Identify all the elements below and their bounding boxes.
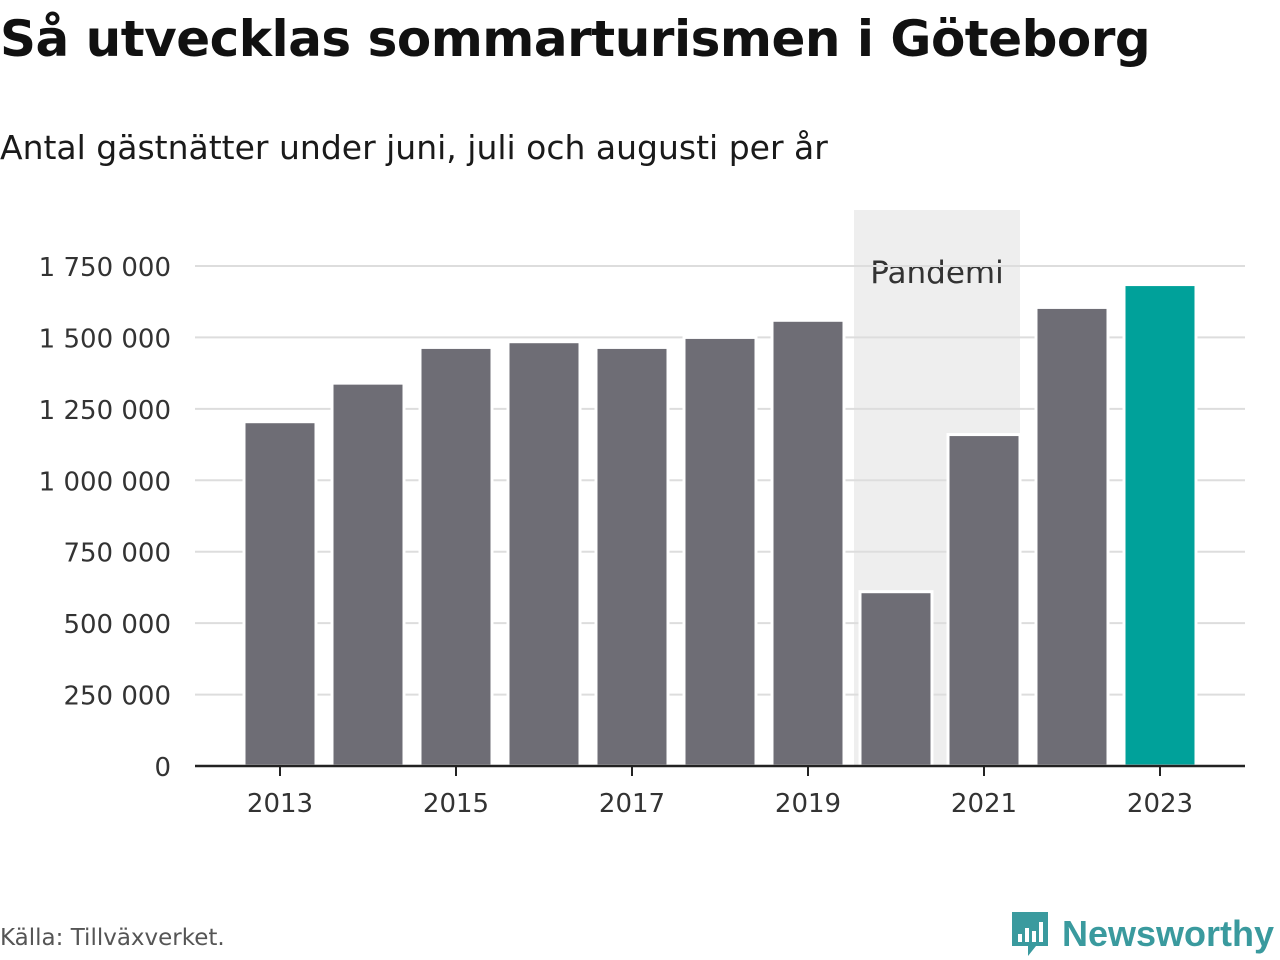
bar-2013 bbox=[242, 420, 318, 768]
chart-subtitle: Antal gästnätter under juni, juli och au… bbox=[0, 128, 828, 167]
y-tick-label: 1 250 000 bbox=[39, 396, 171, 426]
bar-2020 bbox=[858, 590, 934, 768]
x-tick-label: 2013 bbox=[247, 789, 313, 819]
bar-2022 bbox=[1034, 305, 1110, 768]
y-tick-label: 1 000 000 bbox=[39, 467, 171, 497]
x-tick-label: 2017 bbox=[599, 789, 665, 819]
y-tick-label: 1 500 000 bbox=[39, 324, 171, 354]
bar-chart-speech-bubble-icon bbox=[1011, 912, 1048, 956]
y-tick-label: 250 000 bbox=[63, 682, 171, 712]
source-note: Källa: Tillväxverket. bbox=[0, 925, 225, 951]
brand-name: Newsworthy bbox=[1061, 913, 1274, 954]
x-tick-label: 2021 bbox=[951, 789, 1017, 819]
y-tick-label: 0 bbox=[154, 753, 171, 783]
bar-chart: Pandemi 0 250 000 500 000 750 000 1 000 000 1 … bbox=[39, 210, 1245, 819]
bar-2017 bbox=[594, 345, 670, 768]
brand-logo[interactable]: Newsworthy bbox=[1010, 910, 1274, 958]
bar-2016 bbox=[506, 340, 582, 768]
bar-2014 bbox=[330, 381, 406, 768]
x-tick-label: 2023 bbox=[1127, 789, 1193, 819]
bar-2023 bbox=[1122, 283, 1198, 768]
bar-2021 bbox=[946, 433, 1022, 768]
chart-title: Så utvecklas sommarturismen i Göteborg bbox=[0, 10, 1151, 68]
y-tick-label: 500 000 bbox=[63, 610, 171, 640]
x-tick-label: 2019 bbox=[775, 789, 841, 819]
pandemic-label: Pandemi bbox=[870, 255, 1004, 291]
bar-2015 bbox=[418, 345, 494, 768]
bar-2018 bbox=[682, 335, 758, 768]
y-tick-label: 750 000 bbox=[63, 539, 171, 569]
x-tick-label: 2015 bbox=[423, 789, 489, 819]
bar-2019 bbox=[770, 318, 846, 768]
y-tick-label: 1 750 000 bbox=[39, 253, 171, 283]
